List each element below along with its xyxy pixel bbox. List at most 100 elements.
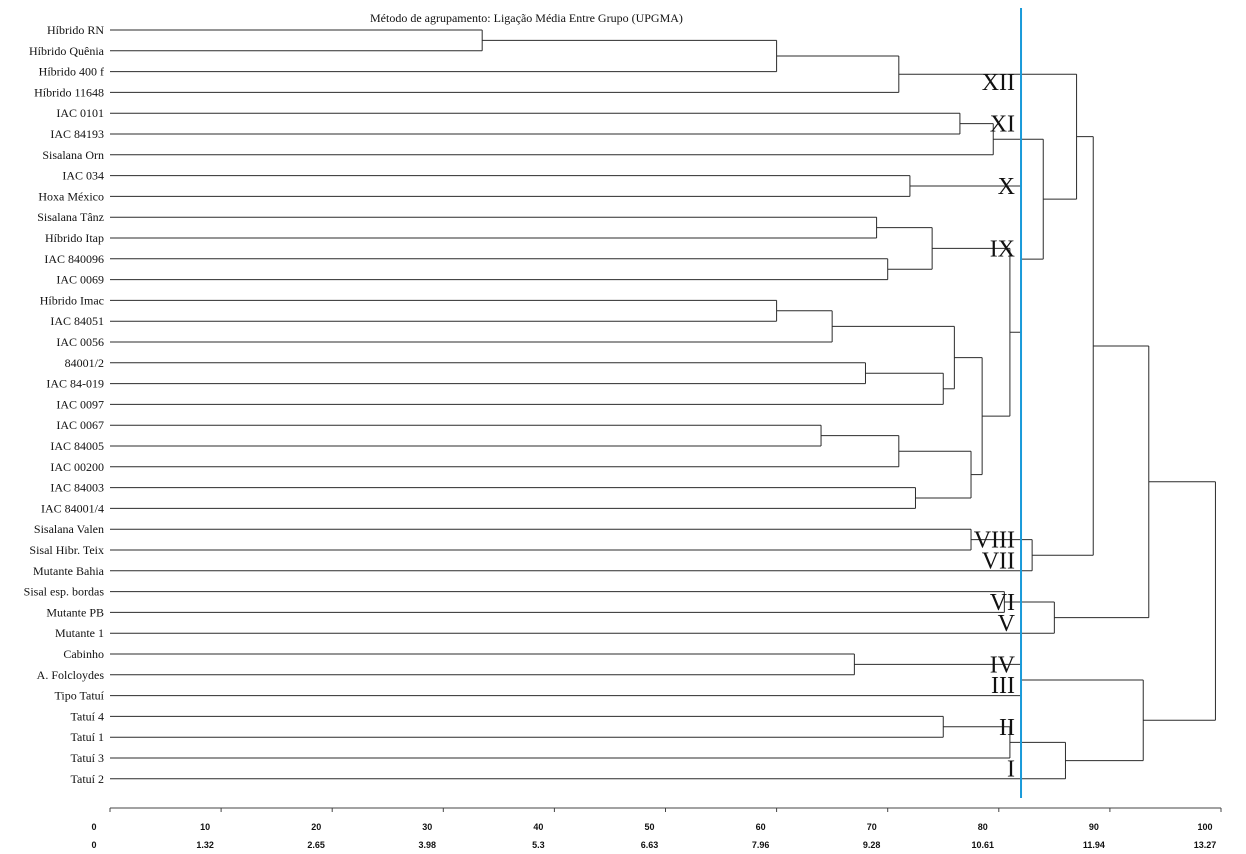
merge-branch (110, 175, 911, 197)
tick-label-secondary: 3.98 (419, 840, 437, 850)
tick-label-secondary: 6.63 (641, 840, 659, 850)
leaf-label: IAC 84051 (50, 314, 104, 328)
leaf-label: Tatuí 1 (71, 730, 105, 744)
tick-label-secondary: 7.96 (752, 840, 770, 850)
leaf-label: Mutante 1 (55, 626, 104, 640)
merge-branch (110, 435, 900, 468)
leaf-label: Híbrido RN (47, 23, 104, 37)
leaf-label: Tatuí 2 (71, 772, 105, 786)
leaf-label: IAC 84-019 (46, 377, 104, 391)
merge-branch (110, 112, 961, 135)
tick-label-primary: 20 (311, 822, 321, 832)
leaf-label: Sisal esp. bordas (24, 585, 105, 599)
merge-branch (898, 450, 972, 499)
merge-branch (110, 487, 916, 509)
merge-branch (110, 653, 855, 676)
merge-branch (110, 663, 1022, 697)
leaf-label: Hoxa México (38, 189, 104, 203)
dendrogram-branches (110, 29, 1216, 780)
merge-branch (110, 216, 878, 239)
group-label: V (998, 611, 1016, 637)
leaf-label: Híbrido 11648 (34, 85, 104, 99)
merge-branch (110, 601, 1055, 634)
tick-label-primary: 30 (422, 822, 432, 832)
leaf-label: A. Folcloydes (37, 668, 105, 682)
leaf-label: IAC 00200 (50, 460, 104, 474)
merge-branch (110, 29, 483, 52)
group-label: XI (990, 112, 1015, 138)
group-label: X (998, 174, 1015, 200)
leaf-label: Híbrido Imac (40, 293, 104, 307)
leaf-label: IAC 0101 (56, 106, 104, 120)
leaf-label: Sisalana Tânz (37, 210, 104, 224)
leaf-label: IAC 84001/4 (41, 501, 104, 515)
leaf-label: Sisalana Valen (34, 522, 104, 536)
merge-branch (110, 362, 866, 385)
x-axis: 0 0 10 1.32 20 2.65 30 3.98 40 5.3 50 6.63 60 7.96 70 9… (91, 807, 1222, 850)
tick-label-primary: 90 (1089, 822, 1099, 832)
merge-branch (110, 741, 1066, 780)
tick-label-secondary: 1.32 (196, 840, 214, 850)
leaf-label: Sisalana Orn (42, 148, 104, 162)
tick-label-primary: 100 (1197, 822, 1212, 832)
tick-label-secondary: 0 (91, 840, 96, 850)
tick-label-secondary: 13.27 (1194, 840, 1217, 850)
leaf-label: IAC 0069 (56, 273, 104, 287)
leaf-label: Híbrido Itap (45, 231, 104, 245)
group-label: XII (982, 70, 1015, 96)
tick-label-primary: 10 (200, 822, 210, 832)
leaf-label: Tipo Tatuí (54, 689, 104, 703)
tick-label-secondary: 9.28 (863, 840, 881, 850)
merge-branch (110, 39, 778, 73)
tick-label-secondary: 2.65 (307, 840, 325, 850)
merge-branch (932, 247, 1011, 417)
leaf-label: Cabinho (63, 647, 104, 661)
leaf-label: Mutante PB (46, 605, 104, 619)
merge-branch (110, 258, 889, 281)
group-label: VIII (974, 528, 1015, 554)
leaf-label: IAC 0056 (56, 335, 104, 349)
tick-label-secondary: 11.94 (1083, 840, 1105, 850)
leaf-label: 84001/2 (65, 356, 104, 370)
merge-branch (1143, 481, 1216, 721)
group-label: VII (982, 548, 1015, 574)
merge-branch (1021, 679, 1144, 762)
group-label: VI (990, 590, 1015, 616)
group-label: III (991, 673, 1015, 699)
merge-branch (110, 55, 900, 93)
merge-branch (110, 726, 1011, 759)
leaf-label: Tatuí 3 (71, 751, 105, 765)
tick-label-primary: 80 (978, 822, 988, 832)
merge-branch (876, 227, 933, 270)
tick-label-secondary: 10.61 (972, 840, 995, 850)
leaf-label: IAC 034 (62, 169, 104, 183)
merge-branch (1054, 345, 1150, 619)
tick-label-primary: 50 (644, 822, 654, 832)
merge-branch (954, 357, 983, 476)
group-label: IX (990, 236, 1015, 262)
group-label: II (999, 715, 1015, 741)
leaf-label: IAC 0067 (56, 418, 104, 432)
group-label: I (1007, 756, 1015, 782)
leaf-label: IAC 84005 (50, 439, 104, 453)
tick-label-primary: 40 (533, 822, 543, 832)
leaf-label: Híbrido 400 f (39, 65, 104, 79)
tick-label-primary: 0 (91, 822, 96, 832)
merge-branch (110, 539, 1033, 572)
tick-label-primary: 60 (756, 822, 766, 832)
leaf-label: IAC 84193 (50, 127, 104, 141)
leaf-labels: Híbrido RN Híbrido Quênia Híbrido 400 f Híb… (24, 23, 105, 786)
leaf-label: IAC 84003 (50, 481, 104, 495)
merge-branch (110, 715, 944, 738)
merge-branch (110, 591, 1005, 613)
merge-branch (110, 424, 822, 447)
tick-label-primary: 70 (867, 822, 877, 832)
leaf-label: IAC 0097 (56, 397, 104, 411)
merge-branch (832, 325, 955, 390)
merge-branch (110, 528, 972, 551)
leaf-label: IAC 840096 (44, 252, 104, 266)
leaf-label: Mutante Bahia (33, 564, 105, 578)
leaf-label: Sisal Hibr. Teix (29, 543, 104, 557)
